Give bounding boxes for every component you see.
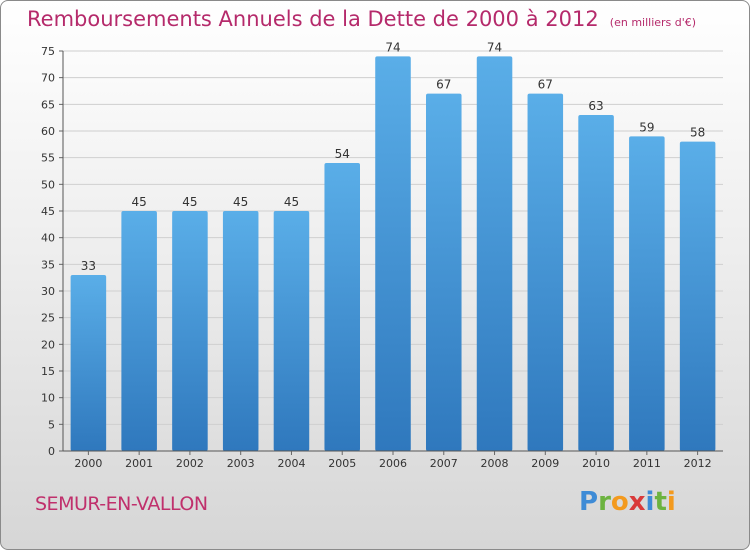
bar-2003 [222, 211, 259, 451]
data-label-2005: 54 [335, 147, 350, 161]
y-tick-label: 30 [41, 285, 55, 298]
data-label-2007: 67 [436, 78, 451, 92]
x-tick-label: 2001 [125, 457, 153, 470]
x-tick-label: 2012 [684, 457, 712, 470]
commune-name: SEMUR-EN-VALLON [35, 493, 208, 515]
x-tick-label: 2007 [430, 457, 458, 470]
x-tick-label: 2008 [481, 457, 509, 470]
y-tick-label: 45 [41, 205, 55, 218]
y-tick-label: 70 [41, 72, 55, 85]
y-tick-label: 20 [41, 338, 55, 351]
chart-unit: (en milliers d'€) [609, 16, 697, 29]
x-tick-label: 2009 [531, 457, 559, 470]
bar-2001 [121, 211, 157, 451]
bar-2004 [273, 211, 310, 451]
x-tick-label: 2002 [176, 457, 204, 470]
y-axis: 0 5 10 15 20 25 30 35 40 45 50 55 60 65 70 75 [41, 45, 64, 458]
bar-2009 [527, 93, 564, 452]
y-tick-label: 35 [41, 258, 55, 271]
data-label-2002: 45 [182, 195, 197, 209]
data-label-2009: 67 [538, 78, 553, 92]
y-tick-label: 15 [41, 365, 55, 378]
y-tick-label: 10 [41, 392, 55, 405]
y-tick-label: 40 [41, 232, 55, 245]
bars: 33 45 45 45 45 54 74 67 74 67 63 59 58 [70, 40, 716, 452]
data-label-2000: 33 [81, 259, 96, 273]
y-tick-label: 55 [41, 152, 55, 165]
x-axis: 2000 2001 2002 2003 2004 2005 2006 2007 2008 2009… [63, 450, 723, 470]
y-tick-label: 5 [48, 418, 55, 431]
x-tick-label: 2003 [227, 457, 255, 470]
y-tick-label: 0 [48, 445, 55, 458]
bar-2006 [375, 56, 411, 451]
data-label-2003: 45 [233, 195, 248, 209]
x-tick-label: 2000 [74, 457, 102, 470]
proxiti-logo[interactable]: Proxiti [579, 487, 676, 517]
bar-2008 [476, 56, 513, 451]
x-tick-label: 2005 [328, 457, 356, 470]
y-tick-label: 50 [41, 178, 55, 191]
y-tick-label: 25 [41, 312, 55, 325]
data-label-2004: 45 [284, 195, 299, 209]
x-tick-label: 2011 [633, 457, 661, 470]
x-tick-label: 2010 [582, 457, 610, 470]
bar-2005 [324, 163, 360, 451]
data-label-2012: 58 [690, 126, 705, 140]
bar-2002 [172, 211, 208, 451]
chart-title: Remboursements Annuels de la Dette de 20… [27, 7, 696, 31]
chart-title-main: Remboursements Annuels de la Dette de 20… [27, 7, 599, 31]
bar-2012 [679, 141, 716, 451]
y-tick-label: 65 [41, 98, 55, 111]
data-label-2011: 59 [639, 120, 654, 134]
data-label-2001: 45 [132, 195, 147, 209]
x-tick-label: 2004 [277, 457, 305, 470]
bar-2010 [578, 115, 614, 451]
data-label-2006: 74 [385, 40, 400, 54]
x-tick-label: 2006 [379, 457, 407, 470]
bar-2000 [70, 275, 107, 451]
bar-2011 [629, 136, 665, 452]
bar-2007 [426, 93, 462, 452]
data-label-2010: 63 [588, 99, 603, 113]
y-tick-label: 60 [41, 125, 55, 138]
data-label-2008: 74 [487, 40, 502, 54]
y-tick-label: 75 [41, 45, 55, 58]
